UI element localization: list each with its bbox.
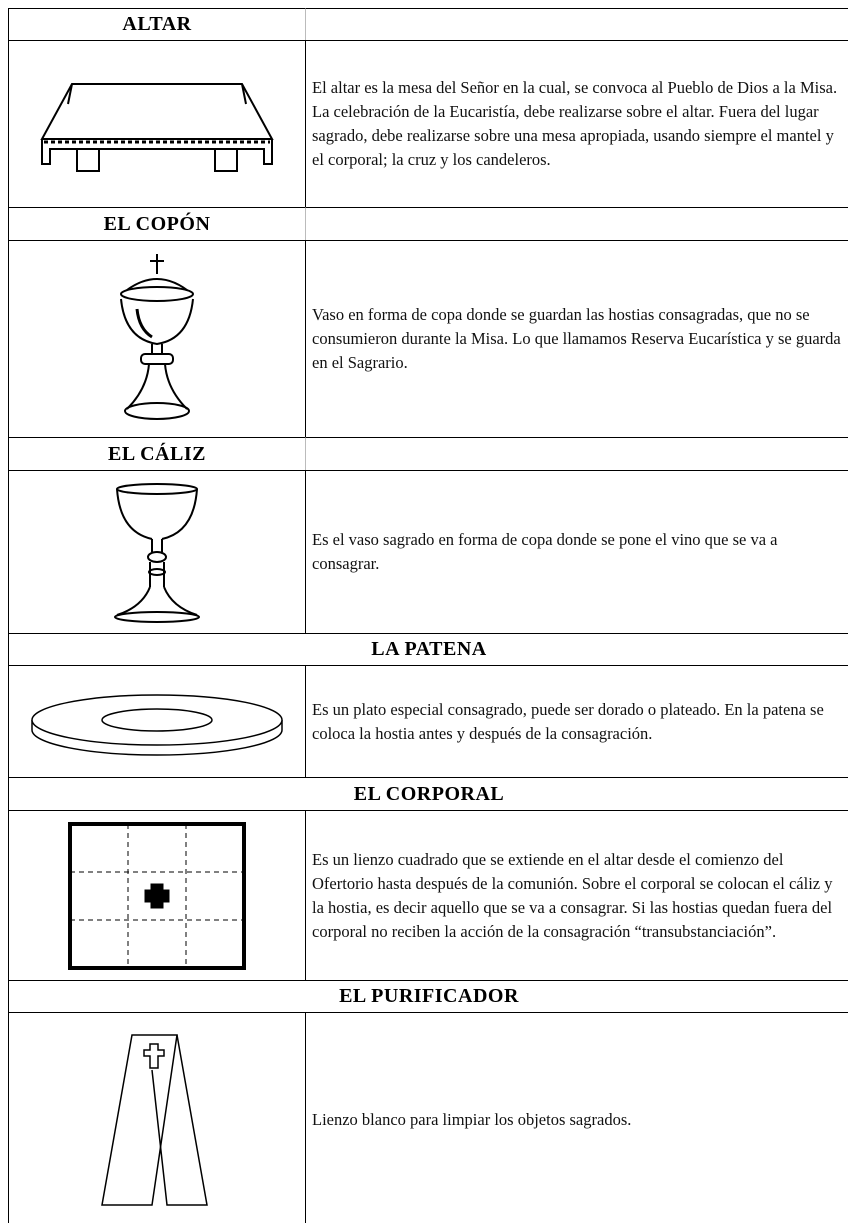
item-description: Vaso en forma de copa donde se guardan l… xyxy=(305,240,848,438)
item-title: EL PURIFICADOR xyxy=(8,980,848,1013)
image-cell xyxy=(8,40,306,208)
empty-cell xyxy=(305,8,848,41)
copon-illustration xyxy=(120,254,194,420)
item-description: Lienzo blanco para limpiar los objetos s… xyxy=(305,1012,848,1223)
image-cell xyxy=(8,470,306,634)
item-description: Es un lienzo cuadrado que se extiende en… xyxy=(305,810,848,981)
altar-illustration xyxy=(40,83,274,172)
patena-illustration xyxy=(31,693,283,756)
image-cell xyxy=(8,240,306,438)
image-cell xyxy=(8,1012,306,1223)
item-title: EL CORPORAL xyxy=(8,777,848,811)
item-title: EL CÁLIZ xyxy=(8,437,306,471)
item-description: Es un plato especial consagrado, puede s… xyxy=(305,665,848,778)
image-cell xyxy=(8,665,306,778)
corporal-illustration xyxy=(68,821,246,970)
item-title: EL COPÓN xyxy=(8,207,306,241)
empty-cell xyxy=(305,437,848,471)
image-cell xyxy=(8,810,306,981)
empty-cell xyxy=(305,207,848,241)
item-title: LA PATENA xyxy=(8,633,848,666)
caliz-illustration xyxy=(114,483,200,623)
item-description: El altar es la mesa del Señor en la cual… xyxy=(305,40,848,208)
purificador-illustration xyxy=(101,1033,208,1206)
item-description: Es el vaso sagrado en forma de copa dond… xyxy=(305,470,848,634)
item-title: ALTAR xyxy=(8,8,306,41)
